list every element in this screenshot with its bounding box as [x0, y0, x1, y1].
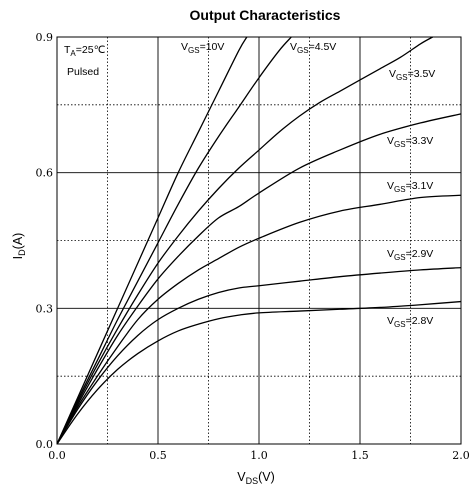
curve-label-vgs-3p3v: VGS=3.3V — [387, 135, 433, 149]
x-tick-label-0: 0.0 — [48, 449, 66, 462]
curve-label-vgs-2p8v: VGS=2.8V — [387, 315, 433, 329]
curve-series-6 — [56, 300, 462, 445]
x-tick-label-4: 2.0 — [452, 449, 470, 462]
curve-label-vgs-10v: VGS=10V — [181, 41, 224, 55]
curve-series-0 — [56, 36, 248, 445]
curve-series-2 — [56, 36, 434, 445]
curve-label-vgs-3p5v: VGS=3.5V — [389, 68, 435, 82]
curve-group — [56, 36, 462, 445]
y-tick-label-1: 0.3 — [36, 302, 54, 315]
curve-label-vgs-3p1v: VGS=3.1V — [387, 180, 433, 194]
x-tick-label-3: 1.5 — [351, 449, 369, 462]
y-tick-label-2: 0.6 — [36, 167, 54, 180]
chart-title: Output Characteristics — [190, 7, 341, 23]
x-axis-label: VDS(V) — [237, 470, 275, 486]
curve-label-vgs-4p5v: VGS=4.5V — [290, 41, 336, 55]
major-grid — [57, 37, 461, 444]
curve-series-1 — [56, 36, 292, 445]
curve-series-4 — [56, 194, 462, 445]
x-tick-label-2: 1.0 — [250, 449, 268, 462]
curve-series-5 — [56, 266, 462, 445]
x-tick-label-1: 0.5 — [149, 449, 167, 462]
y-axis-label: ID(A) — [11, 233, 27, 260]
temperature-annotation: TA=25℃ — [64, 44, 106, 58]
curve-series-3 — [56, 113, 462, 445]
x-tick-labels: 0.0 0.5 1.0 1.5 2.0 — [48, 449, 470, 462]
plot-frame — [56, 36, 462, 445]
y-tick-labels: 0.0 0.3 0.6 0.9 — [36, 31, 54, 451]
minor-grid — [57, 37, 461, 444]
y-tick-label-3: 0.9 — [36, 31, 54, 44]
pulsed-annotation: Pulsed — [67, 66, 99, 78]
y-tick-label-0: 0.0 — [36, 438, 54, 451]
curve-label-vgs-2p9v: VGS=2.9V — [387, 248, 433, 262]
